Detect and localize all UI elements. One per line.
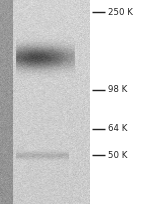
Text: 250 K: 250 K bbox=[108, 8, 133, 17]
Text: 50 K: 50 K bbox=[108, 151, 127, 160]
Text: 98 K: 98 K bbox=[108, 85, 127, 94]
Text: 64 K: 64 K bbox=[108, 124, 127, 133]
